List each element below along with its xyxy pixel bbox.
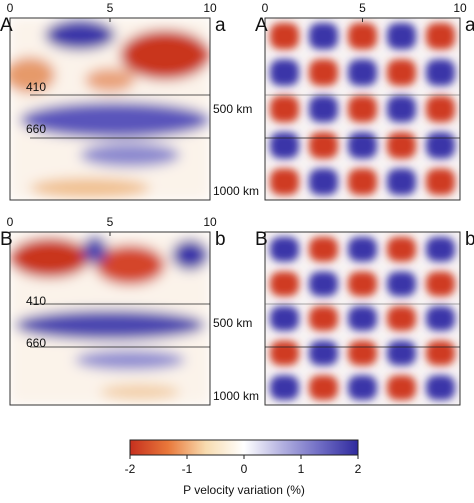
- check-cell: [270, 23, 299, 50]
- check-cell: [426, 95, 455, 123]
- colorbar-tick-label: -2: [125, 462, 136, 476]
- x-tick-label: 5: [359, 1, 366, 15]
- check-cell: [348, 132, 377, 159]
- check-cell: [348, 237, 377, 262]
- check-cell: [309, 23, 338, 50]
- colorbar-tick-label: -1: [182, 462, 193, 476]
- depth-scale-label: 1000 km: [213, 184, 259, 198]
- check-cell: [270, 168, 299, 195]
- check-cell: [270, 375, 299, 400]
- depth-scale-label: 500 km: [213, 102, 252, 116]
- check-cell: [387, 132, 416, 159]
- check-cell: [309, 306, 338, 331]
- depth-scale-label: 500 km: [213, 316, 252, 330]
- colorbar-tick-label: 1: [298, 462, 305, 476]
- frames: [9, 17, 461, 406]
- depth-label: 410: [26, 80, 46, 94]
- check-cell: [426, 237, 455, 262]
- check-cell: [426, 375, 455, 400]
- check-cell: [426, 340, 455, 366]
- check-cell: [309, 237, 338, 262]
- x-tick-label: 10: [203, 215, 217, 229]
- check-cell: [309, 375, 338, 400]
- check-cell: [387, 237, 416, 262]
- check-cell: [270, 306, 299, 331]
- panel-label: b: [465, 229, 474, 250]
- x-tick-label: 0: [7, 1, 14, 15]
- check-cell: [348, 340, 377, 366]
- check-cell: [309, 59, 338, 86]
- colorbar-tick-label: 0: [241, 462, 248, 476]
- colorbar-label: P velocity variation (%): [183, 483, 305, 497]
- check-cell: [387, 375, 416, 400]
- panel-label: A: [0, 15, 13, 36]
- depth-label: 660: [26, 336, 46, 350]
- checkerboard: [265, 18, 460, 200]
- depth-label: 410: [26, 294, 46, 308]
- check-cell: [348, 23, 377, 50]
- check-cell: [387, 168, 416, 195]
- panel-label: b: [215, 229, 226, 250]
- depth-label: 660: [26, 122, 46, 136]
- panel-label: a: [215, 15, 226, 36]
- tomography-image: [10, 18, 210, 200]
- check-cell: [387, 271, 416, 297]
- check-cell: [270, 132, 299, 159]
- tomography-image: [10, 232, 210, 405]
- x-tick-label: 5: [107, 1, 114, 15]
- check-cell: [348, 95, 377, 123]
- check-cell: [348, 168, 377, 195]
- blobs: [270, 237, 455, 400]
- check-cell: [309, 168, 338, 195]
- check-cell: [387, 340, 416, 366]
- panel-label: B: [255, 229, 268, 250]
- x-tick-label: 0: [7, 215, 14, 229]
- blobs: [270, 23, 455, 195]
- check-cell: [387, 59, 416, 86]
- check-cell: [309, 340, 338, 366]
- check-cell: [426, 59, 455, 86]
- panel-label: B: [0, 229, 13, 250]
- check-cell: [348, 271, 377, 297]
- colorbar-tick-label: 2: [355, 462, 362, 476]
- x-tick-label: 10: [203, 1, 217, 15]
- check-cell: [387, 306, 416, 331]
- check-cell: [270, 237, 299, 262]
- x-tick-label: 0: [262, 1, 269, 15]
- check-cell: [270, 95, 299, 123]
- panel-label: A: [255, 15, 268, 36]
- checkerboard: [265, 232, 460, 405]
- depth-scale-label: 1000 km: [213, 389, 259, 403]
- check-cell: [309, 271, 338, 297]
- check-cell: [426, 132, 455, 159]
- checkerboard-layer: [265, 18, 460, 405]
- panel-frame: [264, 231, 461, 406]
- check-cell: [348, 59, 377, 86]
- check-cell: [270, 59, 299, 86]
- x-tick-label: 5: [107, 215, 114, 229]
- check-cell: [348, 306, 377, 331]
- check-cell: [387, 95, 416, 123]
- check-cell: [309, 95, 338, 123]
- colorbar: [129, 439, 359, 456]
- check-cell: [348, 375, 377, 400]
- check-cell: [387, 23, 416, 50]
- check-cell: [426, 23, 455, 50]
- check-cell: [426, 168, 455, 195]
- check-cell: [426, 306, 455, 331]
- check-cell: [270, 271, 299, 297]
- check-cell: [426, 271, 455, 297]
- x-tick-label: 10: [453, 1, 467, 15]
- panel-label: a: [465, 15, 474, 36]
- check-cell: [309, 132, 338, 159]
- check-cell: [270, 340, 299, 366]
